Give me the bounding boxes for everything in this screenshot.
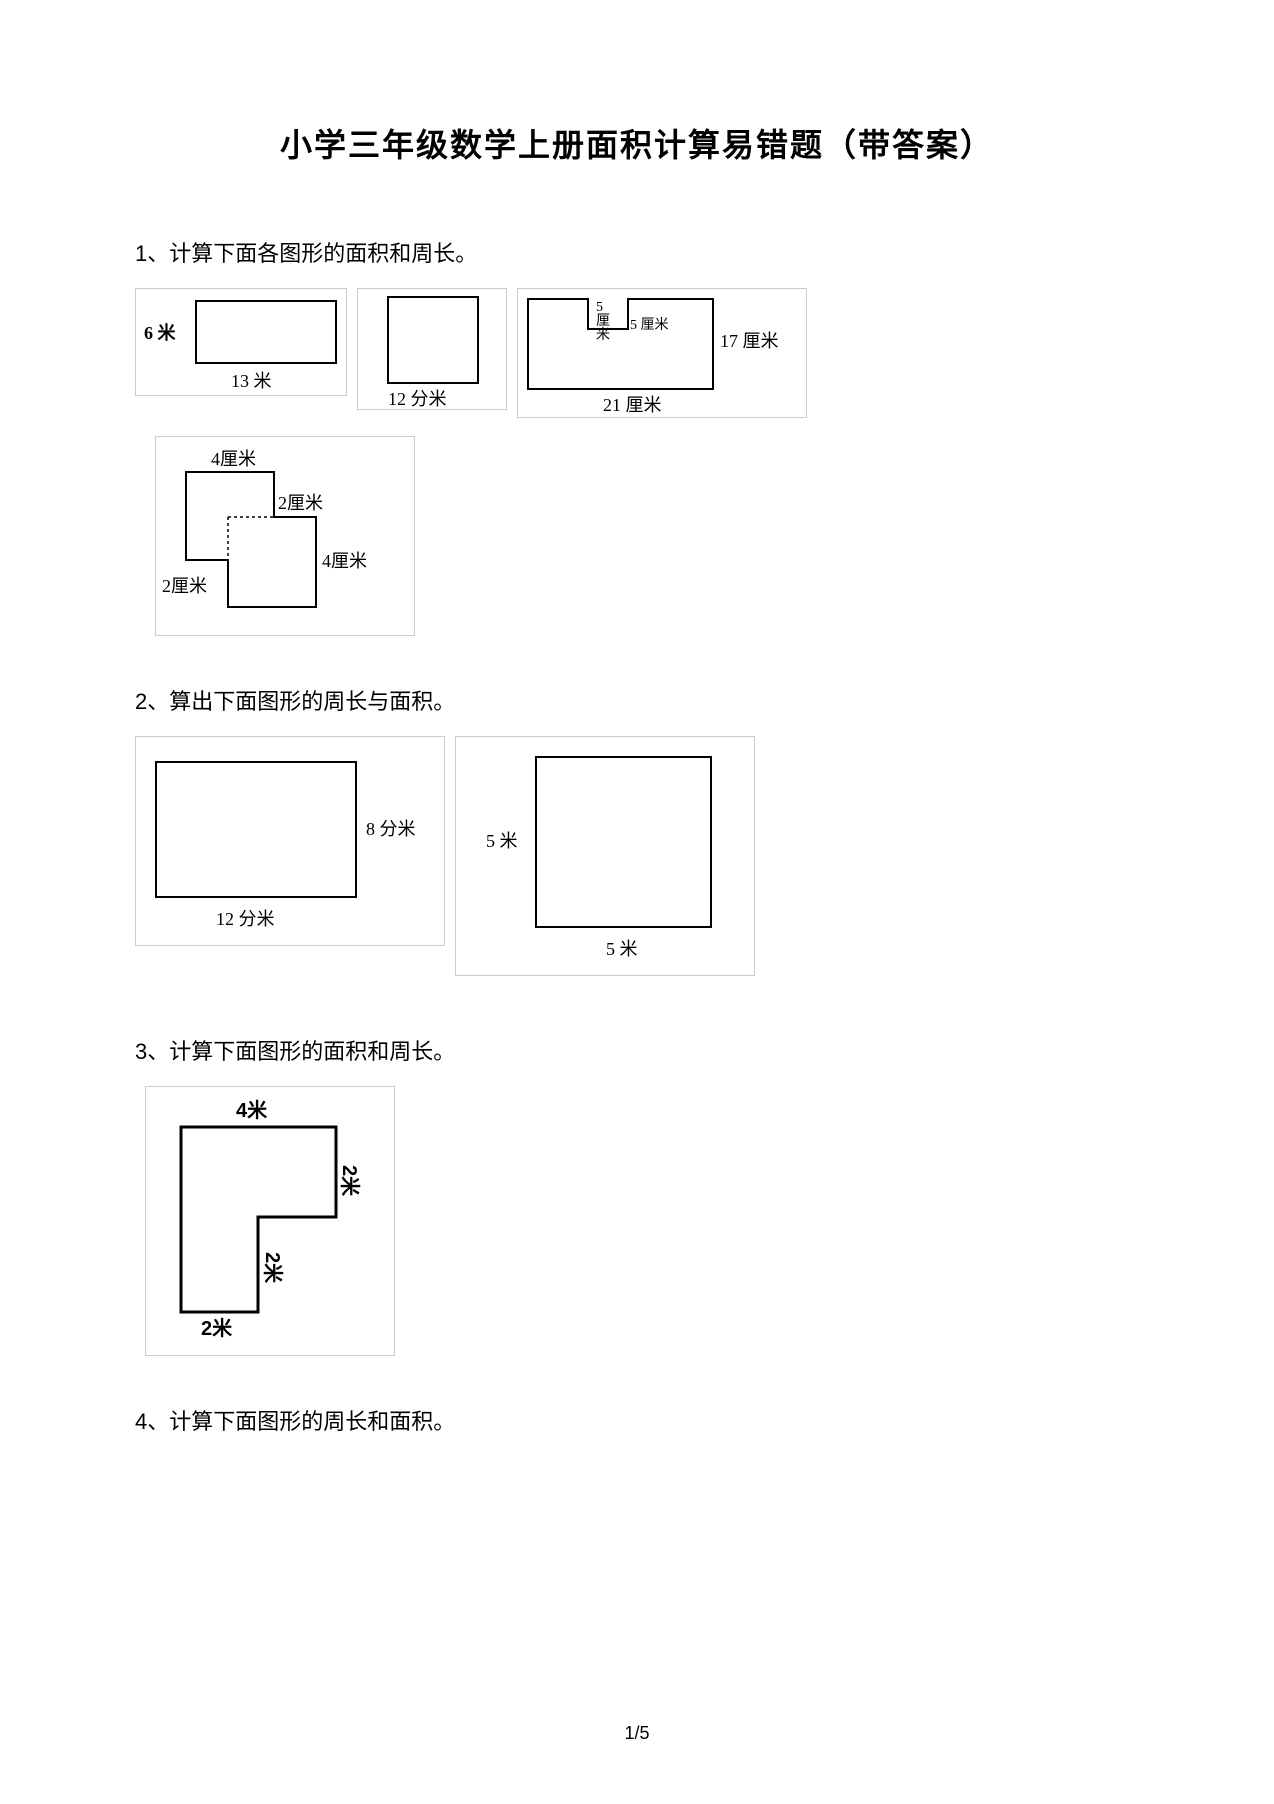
f1b-bottom-label: 12 分米 [388,389,447,409]
f1c-notch-side: 5 厘米 [630,317,669,333]
f3-right-upper: 2米 [338,1165,361,1197]
q1-number: 1、 [135,241,169,266]
page-title: 小学三年级数学上册面积计算易错题（带答案） [135,120,1139,166]
f1d-right-upper: 2厘米 [278,493,323,513]
q3-text: 计算下面图形的面积和周长。 [169,1039,455,1064]
q3-number: 3、 [135,1039,169,1064]
q1-figures-row2: 4厘米 2厘米 4厘米 2厘米 [135,436,1139,636]
f1d-top-label: 4厘米 [211,449,256,469]
figure-1b: 12 分米 [357,288,507,410]
figure-1a: 6 米 13 米 [135,288,347,396]
q4-text: 计算下面图形的周长和面积。 [169,1409,455,1434]
f1a-left-label: 6 米 [144,322,177,343]
q2-number: 2、 [135,689,169,714]
f3-bottom-label: 2米 [201,1317,233,1340]
question-1: 1、计算下面各图形的面积和周长。 [135,236,1139,268]
figure-3: 4米 2米 2米 2米 [145,1086,395,1356]
q4-number: 4、 [135,1409,169,1434]
f2a-bottom-label: 12 分米 [216,909,275,929]
f3-mid-vert: 2米 [261,1252,284,1284]
page-footer: 1/5 [0,1723,1274,1744]
q3-figures: 4米 2米 2米 2米 [135,1086,1139,1356]
question-4: 4、计算下面图形的周长和面积。 [135,1404,1139,1436]
figure-1c: 5 厘 米 5 厘米 17 厘米 21 厘米 [517,288,807,418]
q2-figures: 8 分米 12 分米 5 米 5 米 [135,736,1139,976]
f3-top-label: 4米 [236,1099,268,1122]
f1a-bottom-label: 13 米 [231,371,272,391]
f2a-right-label: 8 分米 [366,819,416,839]
question-3: 3、计算下面图形的面积和周长。 [135,1034,1139,1066]
question-2: 2、算出下面图形的周长与面积。 [135,684,1139,716]
figure-2b: 5 米 5 米 [455,736,755,976]
f1c-notch-h1: 厘 [596,314,610,329]
q1-text: 计算下面各图形的面积和周长。 [169,241,477,266]
f2b-left-label: 5 米 [486,831,518,851]
f1c-notch-top: 5 [596,300,603,315]
f1d-left-lower: 2厘米 [162,576,207,596]
f2b-bottom-label: 5 米 [606,939,638,959]
f1c-right-label: 17 厘米 [720,331,779,351]
q2-text: 算出下面图形的周长与面积。 [169,689,455,714]
f1c-notch-h2: 米 [596,327,610,343]
figure-1d: 4厘米 2厘米 4厘米 2厘米 [155,436,415,636]
figure-2a: 8 分米 12 分米 [135,736,445,946]
f1c-bottom-label: 21 厘米 [603,395,662,415]
q1-figures-row1: 6 米 13 米 12 分米 5 厘 米 5 厘米 17 厘米 21 厘米 [135,288,1139,418]
f1d-right-lower: 4厘米 [322,551,367,571]
